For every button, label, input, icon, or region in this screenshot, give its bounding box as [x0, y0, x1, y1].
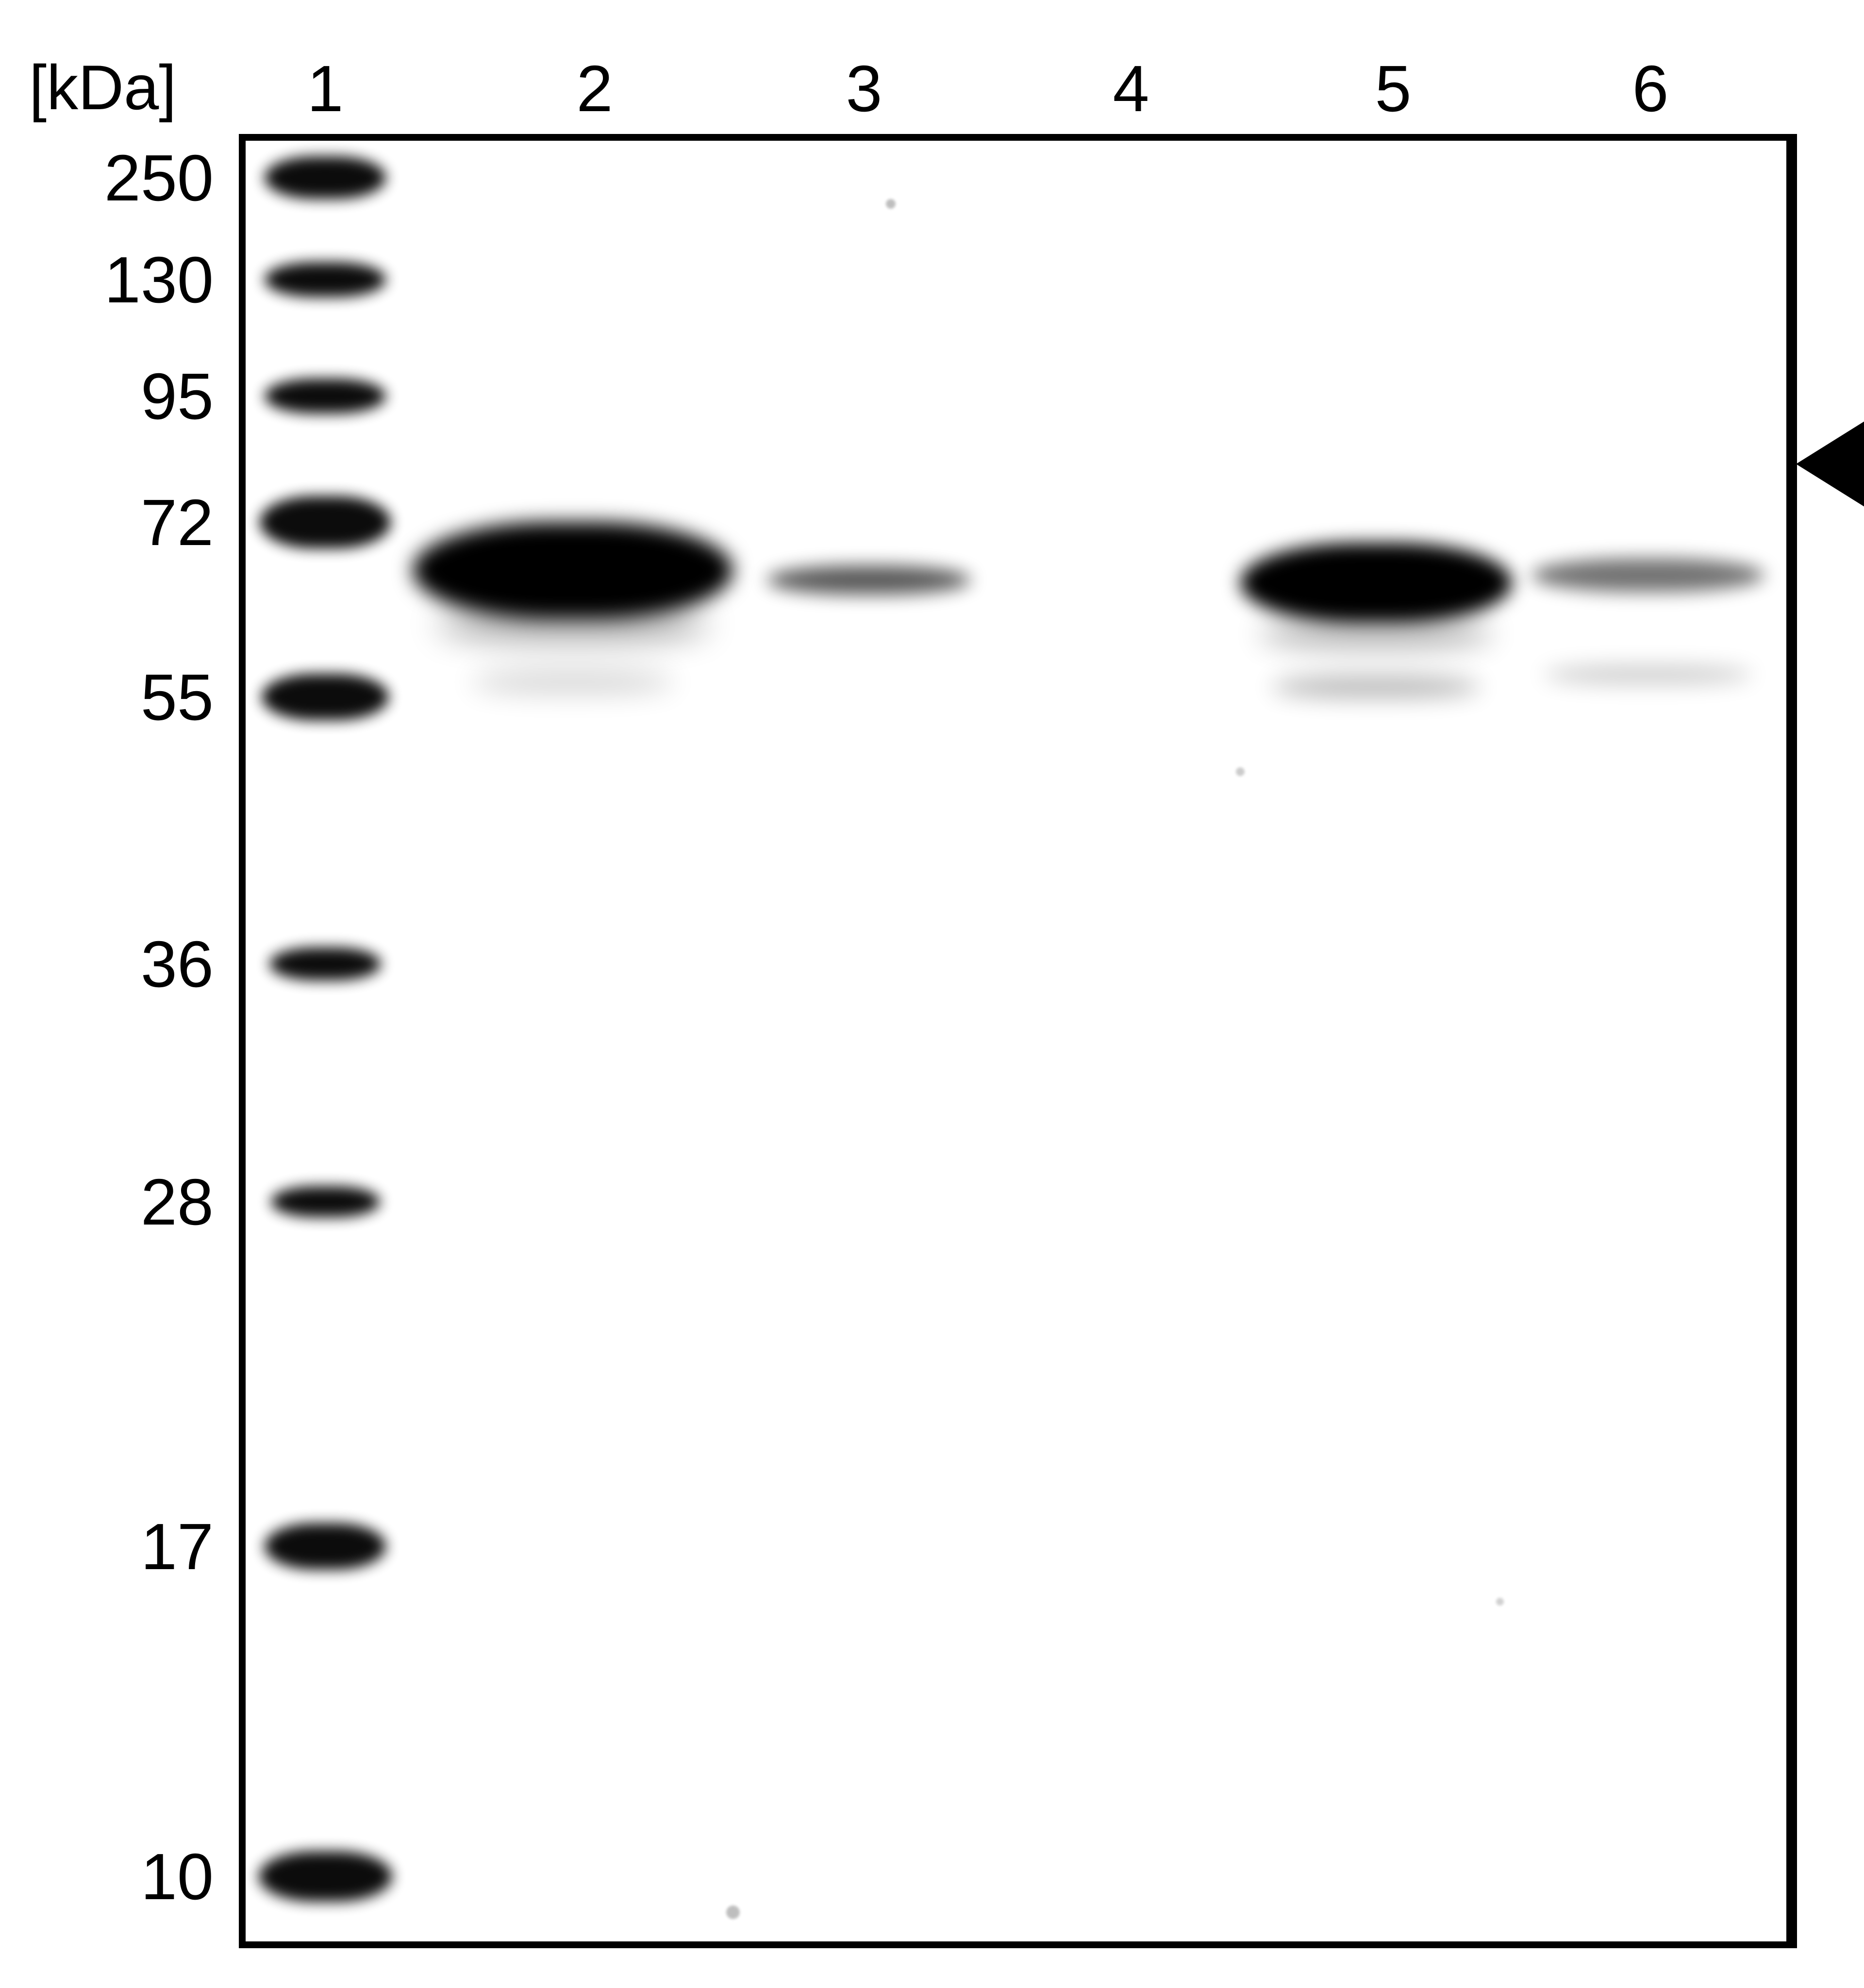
lane-label-6: 6 [1626, 56, 1675, 121]
kda-label-55: 55 [58, 664, 214, 730]
band-lane-2 [413, 522, 733, 619]
speckle-1 [886, 199, 896, 209]
ladder-band-1 [265, 156, 386, 199]
kda-label-10: 10 [58, 1844, 214, 1909]
ladder-band-5 [262, 674, 389, 720]
ladder-band-4 [260, 496, 391, 548]
ladder-band-7 [271, 1186, 380, 1217]
band-halo-lane-5 [1260, 619, 1493, 648]
band-lane-5 [1240, 543, 1512, 623]
kda-label-250: 250 [58, 145, 214, 211]
target-band-arrow-icon [1796, 420, 1864, 508]
kda-label-95: 95 [58, 364, 214, 429]
ladder-band-2 [265, 262, 386, 297]
band-sub-lane-5 [1272, 677, 1481, 697]
speckle-3 [726, 1905, 740, 1919]
kda-label-72: 72 [58, 490, 214, 555]
kda-label-28: 28 [58, 1169, 214, 1235]
blot-frame [239, 134, 1797, 1948]
kda-label-130: 130 [58, 247, 214, 313]
speckle-4 [1496, 1598, 1504, 1606]
kda-unit-label: [kDa] [29, 56, 176, 119]
band-sub-lane-6 [1544, 665, 1752, 684]
ladder-band-3 [265, 379, 386, 414]
band-sub-lane-2 [471, 671, 675, 693]
lane-label-4: 4 [1107, 56, 1155, 121]
ladder-band-8 [265, 1523, 386, 1570]
band-lane-6 [1531, 558, 1764, 592]
lane-label-5: 5 [1369, 56, 1417, 121]
band-lane-3 [767, 565, 971, 595]
lane-label-1: 1 [301, 56, 350, 121]
speckle-2 [1236, 767, 1245, 776]
lane-label-2: 2 [570, 56, 619, 121]
ladder-band-6 [269, 947, 381, 980]
kda-label-36: 36 [58, 931, 214, 997]
kda-label-17: 17 [58, 1514, 214, 1579]
lane-label-3: 3 [840, 56, 888, 121]
ladder-band-9 [259, 1851, 392, 1902]
western-blot-figure: [kDa] 1 2 3 4 5 6 250 130 95 72 55 36 28 17 10 [0, 0, 1864, 1988]
